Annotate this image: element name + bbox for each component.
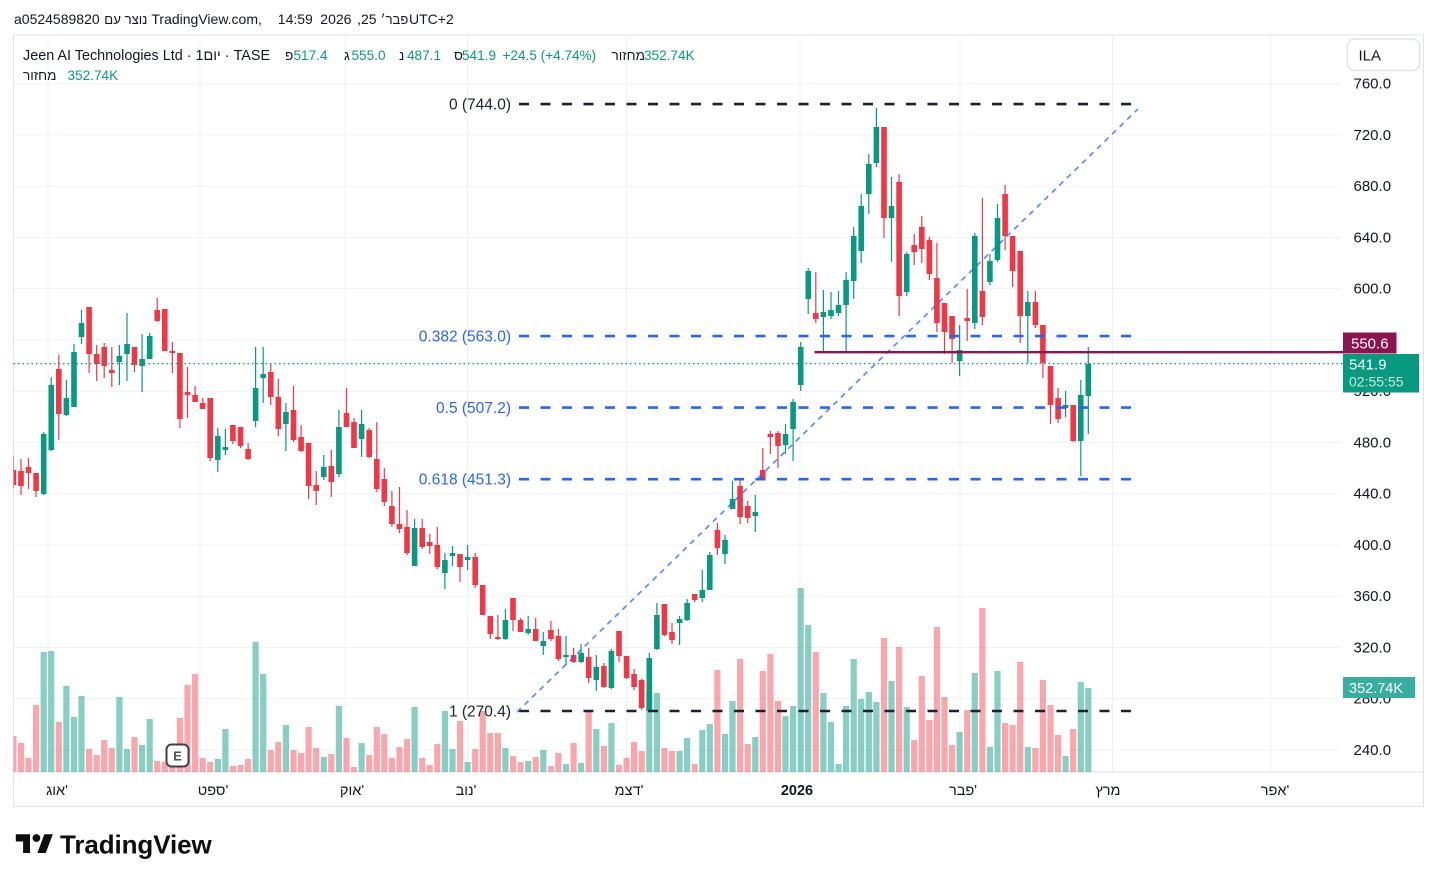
svg-text:UTC+2: UTC+2 [409, 11, 454, 27]
svg-text:נוצר עם: נוצר עם [104, 12, 147, 27]
svg-text:440.0: 440.0 [1354, 486, 1392, 503]
svg-text:517.4: 517.4 [294, 48, 328, 63]
svg-text:541.9: 541.9 [462, 48, 496, 63]
svg-text:E: E [173, 749, 182, 764]
svg-text:0.382 (563.0): 0.382 (563.0) [419, 329, 511, 346]
svg-text:+24.5 (+4.74%): +24.5 (+4.74%) [503, 48, 597, 63]
svg-text:ס: ס [454, 48, 463, 63]
svg-text:ILA: ILA [1359, 48, 1382, 65]
svg-text:352.74K: 352.74K [68, 68, 119, 83]
svg-text:680.0: 680.0 [1354, 178, 1392, 195]
svg-text:352.74K: 352.74K [1349, 681, 1403, 697]
svg-text:פ: פ [285, 48, 293, 63]
svg-text:480.0: 480.0 [1354, 434, 1392, 451]
svg-text:240.0: 240.0 [1354, 742, 1392, 759]
svg-text:400.0: 400.0 [1354, 537, 1392, 554]
svg-text:a0524589820: a0524589820 [14, 11, 100, 27]
svg-text:360.0: 360.0 [1354, 588, 1392, 605]
svg-text:02:55:55: 02:55:55 [1349, 374, 1404, 390]
svg-text:אוג': אוג' [46, 783, 68, 799]
svg-text:760.0: 760.0 [1354, 76, 1392, 93]
svg-text:,25: ,25 [357, 11, 377, 27]
svg-text:550.6: 550.6 [1351, 336, 1389, 353]
svg-text:2026: 2026 [781, 783, 813, 799]
svg-text:ספט': ספט' [198, 783, 229, 799]
svg-text:מרץ: מרץ [1095, 783, 1120, 799]
svg-text:320.0: 320.0 [1354, 640, 1392, 657]
svg-text:541.9: 541.9 [1349, 357, 1387, 374]
svg-text:352.74K: 352.74K [644, 48, 695, 63]
svg-text:640.0: 640.0 [1354, 229, 1392, 246]
svg-text:מחזור: מחזור [23, 68, 56, 83]
svg-text:487.1: 487.1 [407, 48, 441, 63]
svg-text:TradingView.com,: TradingView.com, [151, 11, 262, 27]
svg-text:אפר': אפר' [1261, 783, 1290, 799]
svg-text:אוק': אוק' [340, 783, 364, 799]
svg-text:TradingView: TradingView [60, 830, 212, 860]
svg-text:פבר': פבר' [949, 783, 977, 799]
svg-text:2026: 2026 [320, 11, 351, 27]
svg-text:14:59: 14:59 [278, 11, 313, 27]
svg-text:דצמ': דצמ' [615, 783, 644, 799]
svg-text:720.0: 720.0 [1354, 127, 1392, 144]
svg-text:ג: ג [344, 48, 350, 63]
svg-text:0.618 (451.3): 0.618 (451.3) [419, 472, 511, 489]
svg-text:0.5 (507.2): 0.5 (507.2) [436, 400, 511, 417]
svg-text:נ: נ [399, 48, 404, 63]
svg-text:0 (744.0): 0 (744.0) [449, 97, 511, 114]
svg-text:מחזור: מחזור [612, 48, 645, 63]
svg-text:Jeen AI Technologies Ltd · 1יו: Jeen AI Technologies Ltd · 1יום · TASE [23, 48, 270, 64]
svg-text:600.0: 600.0 [1354, 281, 1392, 298]
svg-text:1 (270.4): 1 (270.4) [449, 704, 511, 721]
svg-text:555.0: 555.0 [352, 48, 386, 63]
svg-text:פבר׳: פבר׳ [381, 12, 409, 27]
svg-text:נוב': נוב' [456, 783, 477, 799]
